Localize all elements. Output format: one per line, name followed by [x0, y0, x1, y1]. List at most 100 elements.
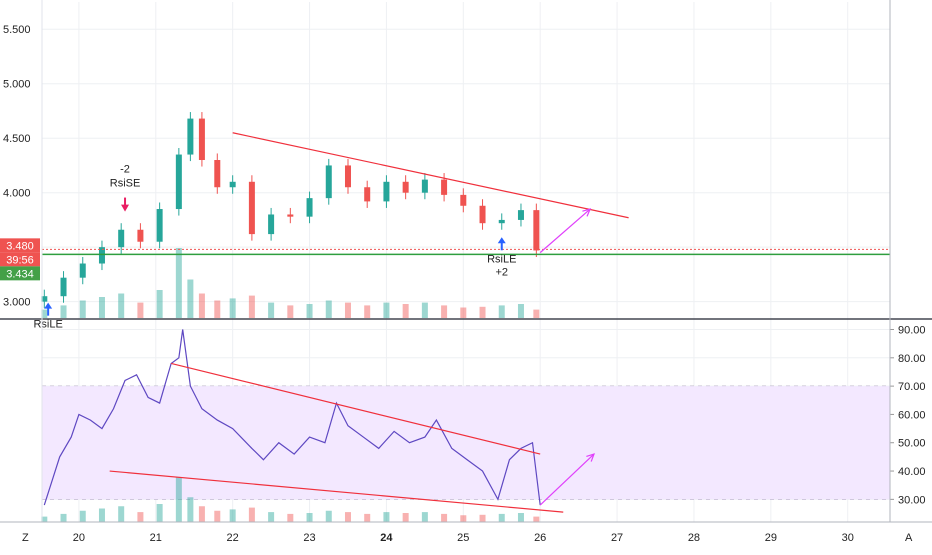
bar-countdown-tag-text: 39:56 [6, 254, 34, 266]
volume-bar [229, 509, 236, 522]
x-tick-label: 24 [380, 532, 393, 544]
volume-bar [79, 510, 86, 522]
price-tick-label: 3.000 [3, 297, 31, 309]
x-tick-label: 23 [303, 532, 315, 544]
rsi-tick-label: 90.00 [898, 324, 926, 336]
volume-bar [306, 304, 313, 318]
volume-bar [98, 297, 105, 318]
volume-bar [517, 513, 524, 522]
price-tick-label: 5.500 [3, 24, 31, 36]
short-signal-arrowhead [121, 204, 130, 212]
x-tick-label: 20 [73, 532, 85, 544]
x-tick-label: 29 [765, 532, 777, 544]
candle-body [198, 118, 205, 160]
candle-body [118, 229, 125, 248]
candle-body [268, 214, 275, 235]
volume-bar [287, 305, 294, 318]
volume-bar [41, 309, 48, 318]
support-price-tag [0, 266, 40, 281]
x-tick-label: 22 [227, 532, 239, 544]
volume-bar [198, 293, 205, 318]
signal-label: -2 [120, 164, 130, 176]
volume-bar [248, 295, 255, 318]
signal-label: RsiSE [110, 178, 141, 190]
volume-bar [187, 497, 194, 522]
candle-body [517, 210, 524, 220]
x-tick-label: 21 [150, 532, 162, 544]
auto-scale-toggle[interactable]: A [905, 532, 913, 544]
rsi-projection-arrow-head [586, 453, 596, 462]
volume-bar [175, 477, 182, 522]
candle-body [137, 229, 144, 242]
candle-body [248, 181, 255, 235]
candlesticks [41, 112, 540, 309]
volume-bar [118, 293, 125, 318]
signal-label: +2 [495, 266, 508, 278]
candle-body [498, 219, 505, 224]
candle-body [421, 179, 428, 193]
candle-body [479, 205, 486, 224]
bar-countdown-tag [0, 252, 40, 267]
volume-bar [517, 304, 524, 318]
candle-body [287, 214, 294, 217]
volume-bar [60, 305, 67, 318]
candle-body [98, 247, 105, 264]
price-tick-label: 5.000 [3, 79, 31, 91]
volume-bar [383, 512, 390, 522]
support-price-tag-text: 3.434 [6, 268, 34, 280]
candle-body [60, 277, 67, 297]
rsi-tick-label: 80.00 [898, 353, 926, 365]
volume-bar [402, 304, 409, 318]
long-signal-arrowhead [44, 302, 53, 309]
volume-bar [79, 300, 86, 318]
volume-bar [214, 510, 221, 522]
last-price-tag [0, 238, 40, 253]
candle-body [229, 181, 236, 188]
rsi-line [43, 329, 541, 506]
candle-body [41, 296, 48, 302]
volume-bar [268, 302, 275, 318]
price-tick-label: 4.000 [3, 188, 31, 200]
x-tick-label: 25 [457, 532, 469, 544]
resistance-trendline [232, 132, 629, 219]
volume-bar [175, 248, 182, 318]
volume-bar [460, 307, 467, 318]
volume-bar [479, 514, 486, 522]
price-tick-label: 4.500 [3, 133, 31, 145]
candle-body [175, 154, 182, 210]
volume-bar [156, 504, 163, 522]
signal-label: RsiLE [33, 319, 62, 331]
rsi-tick-label: 50.00 [898, 438, 926, 450]
candle-body [156, 209, 163, 242]
volume-bar [498, 513, 505, 522]
signal-label: RsiLE [487, 253, 516, 265]
rsi-projection-arrow [539, 453, 595, 506]
volume-bar [364, 305, 371, 318]
candle-body [402, 181, 409, 193]
timezone-toggle[interactable]: Z [22, 532, 29, 544]
volume-bar [421, 302, 428, 318]
candle-body [214, 160, 221, 188]
candle-body [383, 181, 390, 202]
rsi-tick-label: 40.00 [898, 466, 926, 478]
rsi-tick-label: 70.00 [898, 381, 926, 393]
volume-bar [214, 300, 221, 318]
candle-body [344, 165, 351, 188]
volume-bar [118, 506, 125, 522]
candle-body [533, 210, 540, 251]
projection-arrow [539, 208, 591, 254]
candle-body [441, 179, 448, 195]
rsi-tick-label: 30.00 [898, 494, 926, 506]
volume-bar [364, 513, 371, 522]
volume-bar [441, 513, 448, 522]
volume-bar [533, 516, 540, 522]
volume-bar [383, 302, 390, 318]
volume-bar [533, 309, 540, 318]
rsi-pane [43, 329, 596, 513]
rsi-band [42, 386, 890, 500]
candle-body [306, 198, 313, 217]
